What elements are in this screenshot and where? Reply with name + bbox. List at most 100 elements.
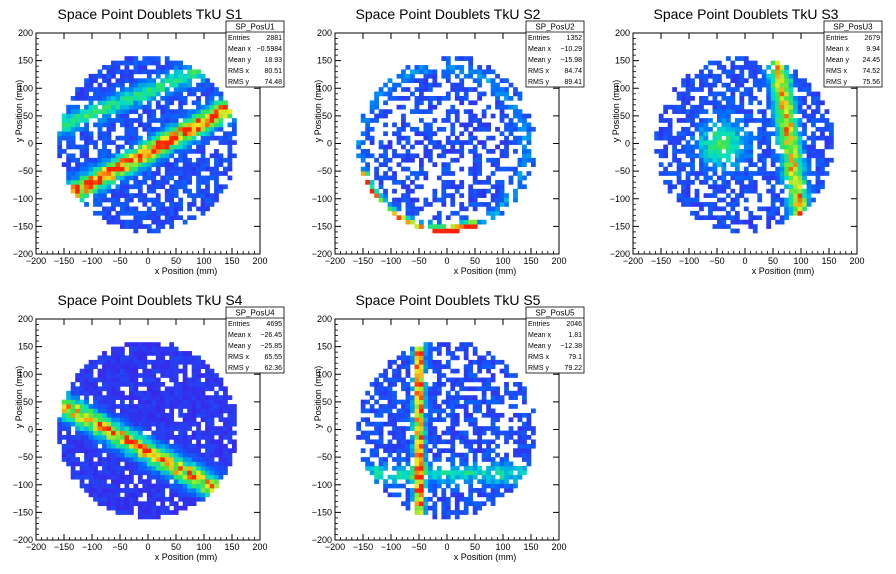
heatmap-cell: [486, 448, 491, 454]
heatmap-cell: [499, 430, 505, 436]
heatmap-cell: [191, 461, 197, 467]
heatmap-cell: [142, 175, 148, 181]
heatmap-cell: [155, 131, 161, 137]
heatmap-cell: [495, 417, 500, 423]
heatmap-cell: [133, 492, 139, 498]
heatmap-cell: [410, 210, 415, 216]
heatmap-cell: [79, 175, 85, 181]
heatmap-cell: [360, 435, 366, 440]
heatmap-cell: [227, 412, 233, 418]
heatmap-cell: [142, 109, 148, 114]
heatmap-cell: [708, 215, 713, 221]
heatmap-cell: [151, 140, 157, 145]
heatmap-cell: [196, 355, 201, 361]
heatmap-cell: [160, 184, 166, 190]
heatmap-cell: [155, 157, 161, 163]
heatmap-cell: [459, 82, 465, 88]
y-tick-label: −100: [610, 194, 630, 204]
heatmap-cell: [124, 122, 130, 128]
heatmap-cell: [463, 215, 469, 221]
heatmap-cell: [712, 135, 718, 141]
heatmap-cell: [374, 104, 379, 110]
heatmap-cell: [450, 126, 456, 132]
heatmap-cell: [97, 399, 103, 405]
heatmap-cell: [106, 171, 112, 176]
heatmap-cell: [218, 417, 224, 423]
heatmap-cell: [829, 140, 834, 145]
heatmap-cell: [392, 426, 397, 431]
heatmap-cell: [191, 368, 197, 374]
heatmap-cell: [111, 69, 116, 75]
heatmap-cell: [820, 126, 825, 132]
heatmap-cell: [387, 452, 393, 458]
heatmap-cell: [79, 135, 85, 141]
heatmap-cell: [378, 395, 384, 400]
heatmap-cell: [84, 408, 89, 414]
heatmap-cell: [187, 381, 192, 387]
heatmap-cell: [486, 202, 491, 207]
heatmap-cell: [788, 179, 794, 185]
heatmap-cell: [708, 69, 713, 75]
heatmap-cell: [164, 404, 170, 409]
heatmap-cell: [142, 140, 148, 145]
heatmap-cell: [146, 501, 152, 507]
heatmap-cell: [182, 153, 188, 159]
heatmap-cell: [115, 359, 121, 365]
heatmap-cell: [432, 430, 438, 436]
heatmap-cell: [182, 430, 188, 436]
heatmap-cell: [209, 153, 215, 159]
heatmap-cell: [102, 210, 107, 216]
heatmap-cell: [499, 118, 505, 123]
heatmap-cell: [133, 470, 139, 476]
heatmap-cell: [748, 135, 754, 141]
heatmap-cell: [182, 188, 188, 194]
heatmap-cell: [365, 149, 371, 154]
heatmap-cell: [748, 215, 754, 221]
heatmap-cell: [663, 118, 669, 123]
heatmap-cell: [111, 439, 116, 445]
heatmap-cell: [187, 215, 192, 221]
heatmap-cell: [178, 395, 184, 400]
heatmap-cell: [441, 118, 447, 123]
heatmap-cell: [128, 364, 134, 370]
heatmap-cell: [459, 496, 465, 502]
heatmap-cell: [218, 399, 224, 405]
heatmap-cell: [70, 390, 76, 396]
heatmap-cell: [387, 202, 393, 207]
heatmap-cell: [450, 470, 456, 476]
heatmap-cell: [423, 342, 429, 347]
heatmap-cell: [436, 100, 442, 106]
heatmap-cell: [196, 126, 201, 132]
heatmap-cell: [463, 399, 469, 405]
heatmap-cell: [356, 144, 362, 150]
heatmap-cell: [160, 346, 166, 352]
heatmap-cell: [120, 351, 125, 356]
heatmap-cell: [730, 206, 736, 212]
heatmap-cell: [155, 457, 161, 462]
heatmap-cell: [102, 368, 107, 374]
heatmap-cell: [405, 381, 411, 387]
heatmap-cell: [106, 113, 112, 119]
heatmap-cell: [106, 452, 112, 458]
heatmap-cell: [490, 377, 496, 383]
heatmap-cell: [414, 395, 420, 400]
heatmap-cell: [522, 175, 527, 181]
heatmap-cell: [667, 179, 673, 185]
heatmap-cell: [517, 162, 523, 168]
heatmap-cell: [441, 149, 447, 154]
heatmap-cell: [84, 95, 89, 101]
heatmap-cell: [182, 162, 188, 168]
heatmap-cell: [196, 144, 201, 150]
heatmap-cell: [124, 381, 130, 387]
heatmap-cell: [414, 351, 420, 356]
heatmap-cell: [151, 87, 157, 92]
heatmap-cell: [743, 140, 749, 145]
heatmap-cell: [205, 184, 210, 190]
heatmap-cell: [779, 104, 785, 110]
heatmap-cell: [743, 65, 749, 70]
heatmap-cell: [151, 351, 157, 356]
heatmap-cell: [472, 135, 478, 141]
heatmap-cell: [160, 501, 166, 507]
heatmap-cell: [490, 461, 496, 467]
heatmap-cell: [770, 73, 776, 79]
